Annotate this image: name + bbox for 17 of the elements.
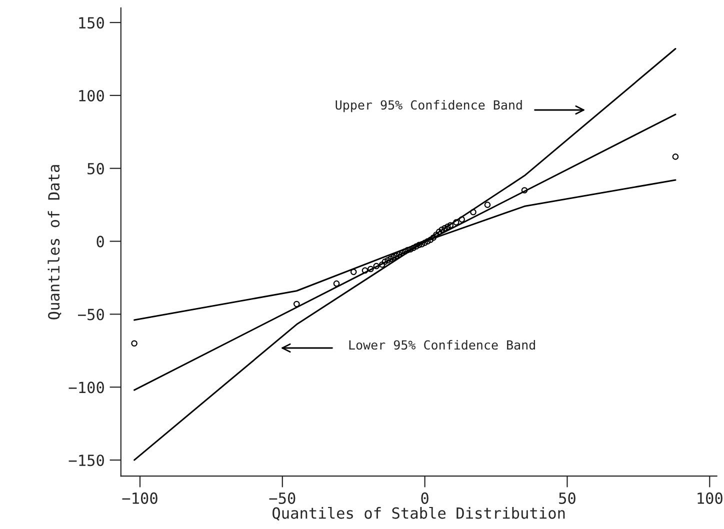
x-tick-label: −100 — [122, 492, 158, 504]
annotation: Upper 95% Confidence Band — [336, 100, 522, 112]
x-tick-label: 100 — [698, 492, 722, 504]
y-tick-label: −50 — [78, 308, 104, 320]
x-axis-title: Quantiles of Stable Distribution — [272, 506, 565, 521]
x-tick-label: −50 — [269, 492, 296, 504]
y-tick-label: 100 — [79, 90, 104, 102]
y-tick-label: 0 — [96, 236, 104, 248]
y-tick-label: 50 — [88, 162, 104, 174]
y-tick-label: −150 — [68, 454, 104, 466]
line-series — [134, 48, 676, 461]
y-tick-label: −100 — [68, 382, 104, 394]
y-tick-label: 150 — [79, 17, 104, 29]
y-axis-title: Quantiles of Data — [48, 165, 62, 320]
annotation: Lower 95% Confidence Band — [349, 340, 535, 350]
x-tick-label: 50 — [559, 492, 576, 504]
x-tick-label: 0 — [421, 492, 428, 504]
